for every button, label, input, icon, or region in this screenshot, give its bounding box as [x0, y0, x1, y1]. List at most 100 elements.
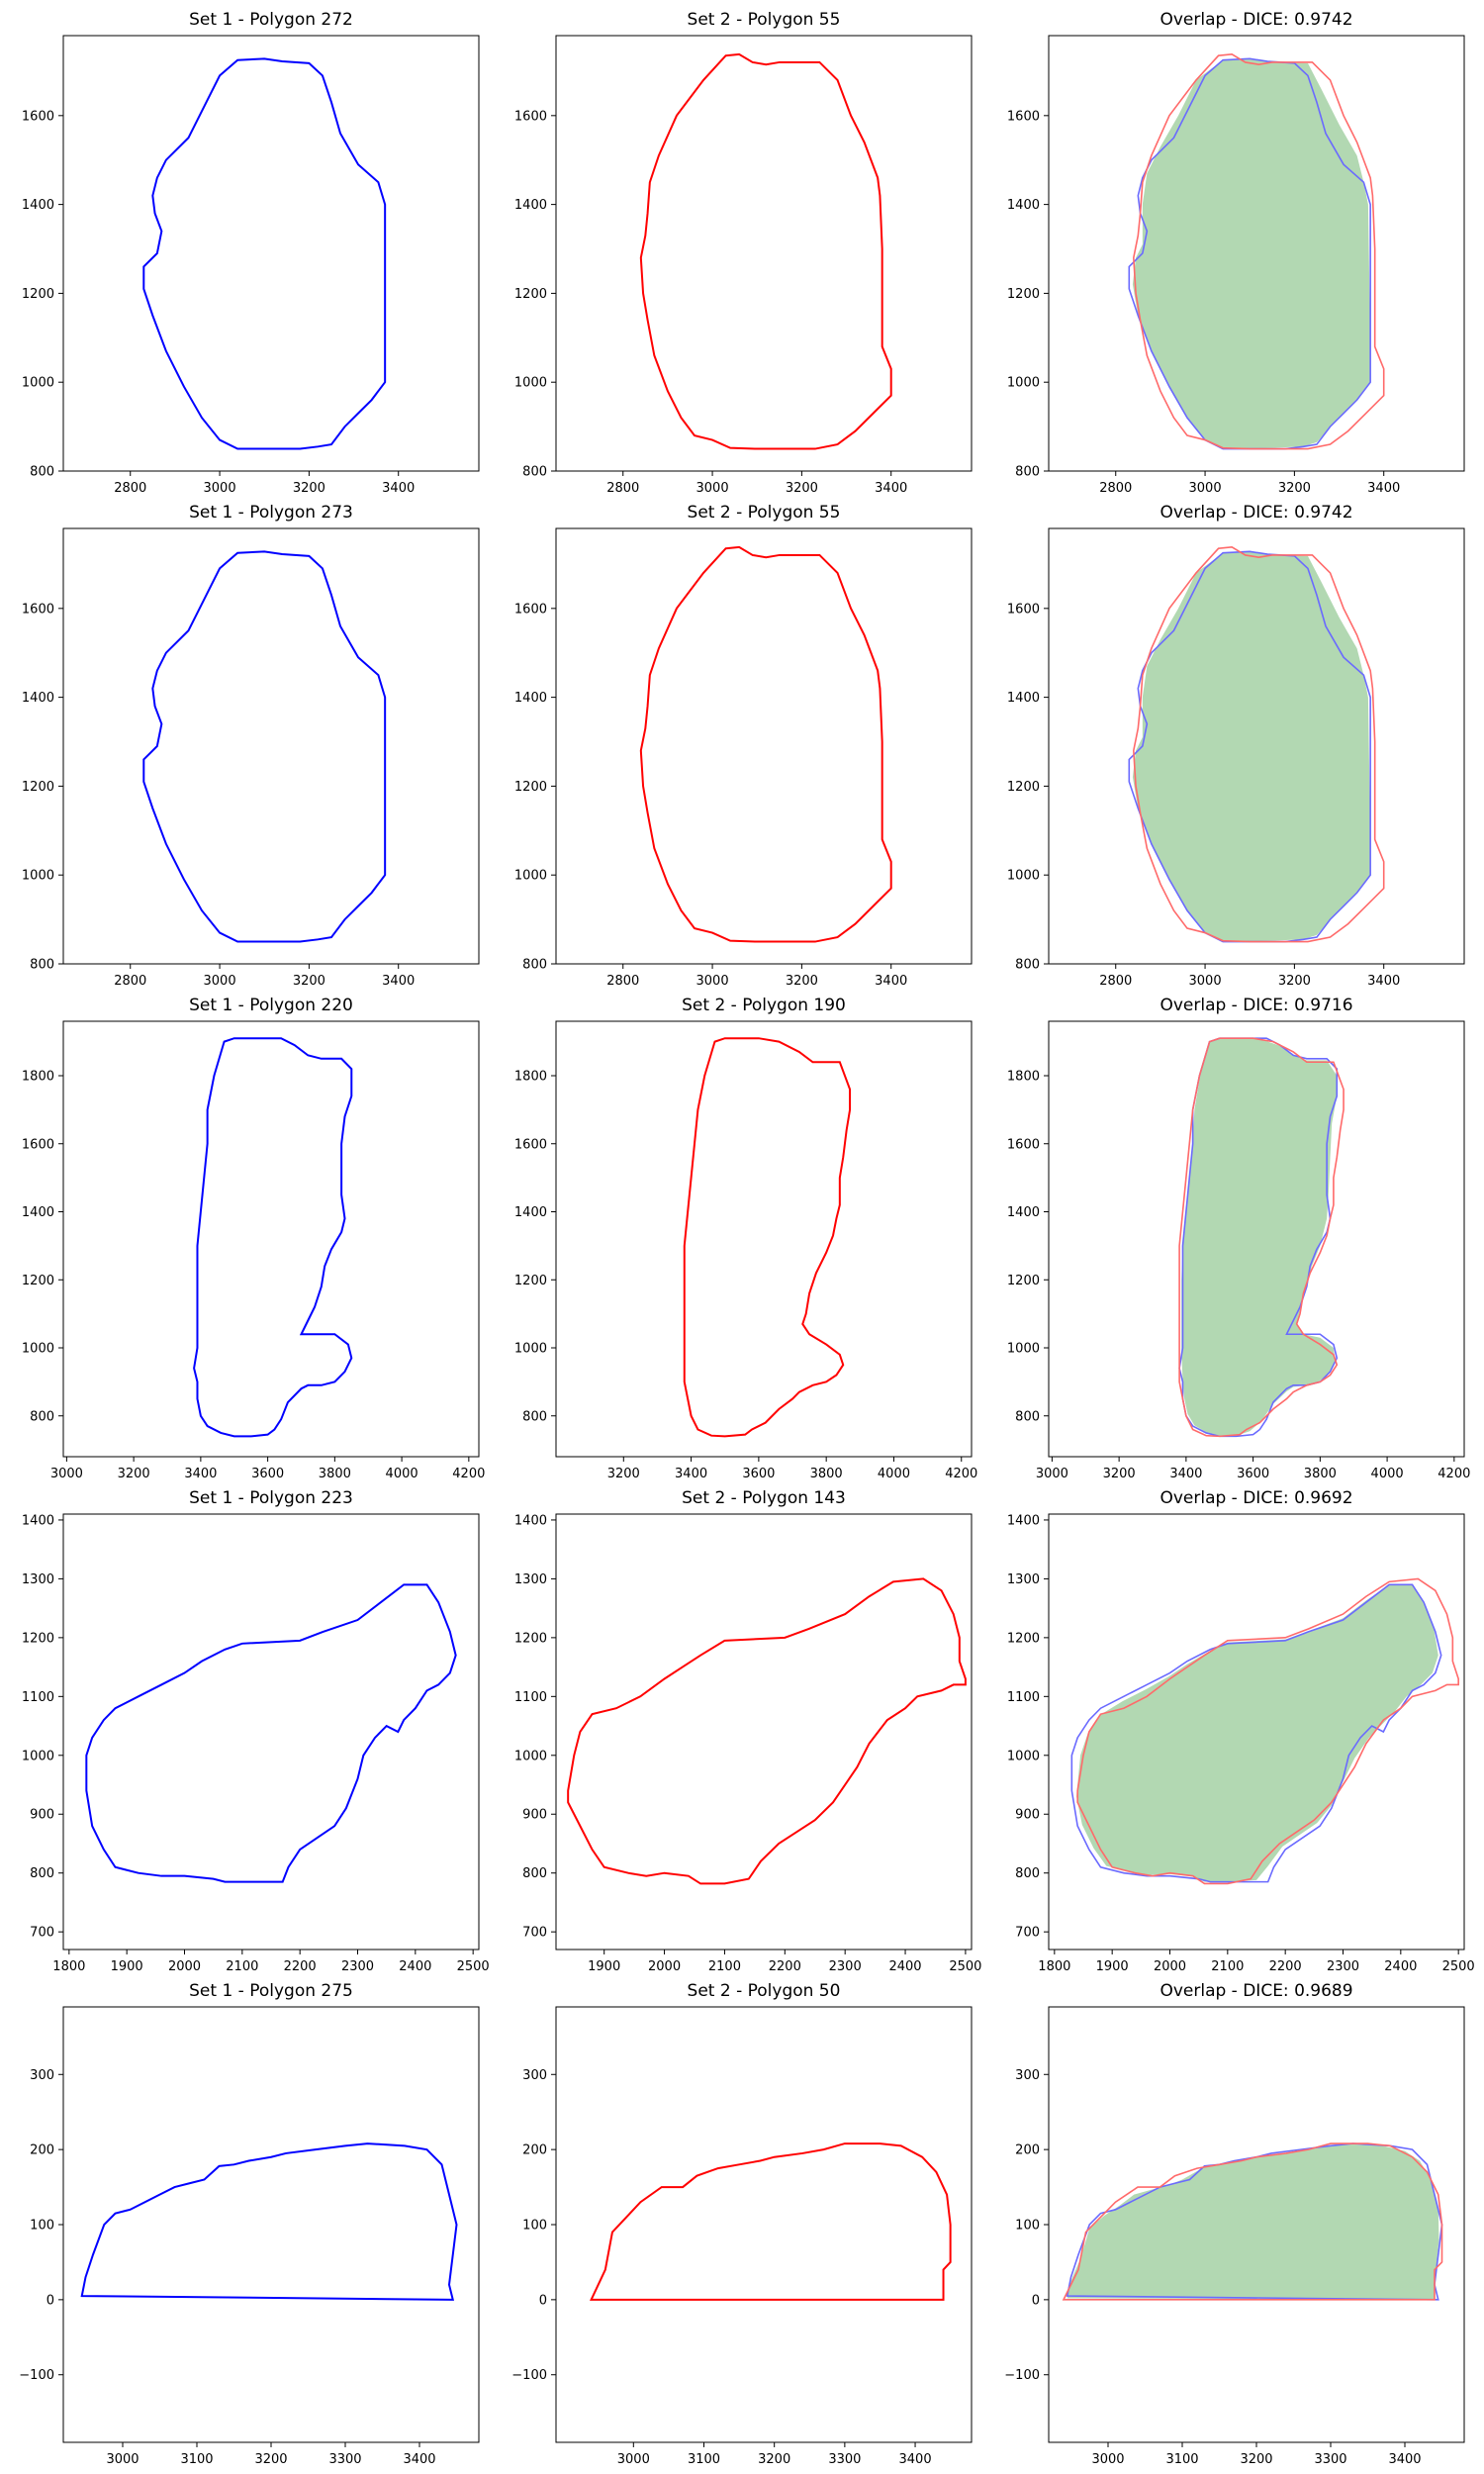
y-tick-label: 1000 [514, 1342, 547, 1357]
y-tick-label: 1600 [514, 602, 547, 617]
y-tick-label: 700 [522, 1926, 547, 1941]
x-tick-label: 3000 [50, 1467, 83, 1481]
series-set2 [1133, 53, 1385, 450]
x-tick-label: 2100 [1211, 1959, 1244, 1974]
plot-frame [62, 527, 480, 965]
y-tick-label: 0 [46, 2293, 54, 2308]
y-tick-label: 1000 [1007, 869, 1040, 884]
chart-title: Set 2 - Polygon 55 [687, 10, 841, 30]
x-tick-label: 3400 [1367, 974, 1400, 989]
y-tick-label: 200 [1015, 2143, 1040, 2158]
chart-plot: 2800 3000 3200 3400 800 1000 1200 1400 1600 [514, 35, 973, 496]
x-tick-label: 2500 [949, 1959, 981, 1974]
x-tick-label: 3200 [786, 974, 818, 989]
x-tick-label: 2800 [114, 481, 146, 496]
y-tick-label: 1200 [22, 1631, 54, 1646]
series-overlap [1132, 551, 1371, 942]
chart-plot: 2800 3000 3200 3400 800 1000 1200 1400 1600 [1007, 35, 1465, 496]
y-tick-label: −100 [1004, 2368, 1040, 2383]
y-tick-label: 700 [30, 1926, 54, 1941]
y-tick-label: 1400 [22, 1513, 54, 1528]
chart-plot: 3200 3400 3600 3800 4000 4200 800 1000 1200 1400 1… [514, 1020, 977, 1481]
x-tick-label: 3400 [382, 974, 415, 989]
y-tick-label: 800 [30, 1866, 54, 1881]
chart-plot: 3000 3200 3400 3600 3800 4000 4200 800 1000 1200 1… [22, 1020, 485, 1481]
y-tick-label: 800 [522, 465, 547, 480]
x-tick-label: 3200 [293, 974, 325, 989]
chart-plot: 2800 3000 3200 3400 800 1000 1200 1400 1600 [1007, 527, 1465, 989]
x-tick-label: 3400 [1388, 2452, 1421, 2467]
chart-plot: 2800 3000 3200 3400 800 1000 1200 1400 1600 [514, 527, 973, 989]
x-tick-label: 3400 [184, 1467, 217, 1481]
plot-frame [1048, 1513, 1465, 1951]
plot-frame [555, 527, 973, 965]
x-tick-label: 3000 [106, 2452, 139, 2467]
y-tick-label: 1300 [514, 1572, 547, 1587]
x-tick-label: 3400 [1169, 1467, 1202, 1481]
y-tick-label: 900 [30, 1808, 54, 1823]
x-tick-label: 2500 [1442, 1959, 1475, 1974]
plot-frame [62, 1020, 480, 1458]
x-tick-label: 2300 [829, 1959, 862, 1974]
plot-frame [1048, 35, 1465, 472]
y-tick-label: 1200 [22, 780, 54, 795]
x-tick-label: 2800 [114, 974, 146, 989]
y-tick-label: 1600 [1007, 602, 1040, 617]
chart-panel: Set 2 - Polygon 50 3000 3100 3200 3300 3400 −1… [511, 1981, 973, 2467]
plot-frame [1048, 1020, 1465, 1458]
x-tick-label: 3800 [1304, 1467, 1337, 1481]
x-tick-label: 3000 [204, 974, 236, 989]
series-outline [683, 1037, 852, 1438]
series-set2 [1062, 2142, 1443, 2301]
chart-panel: Set 1 - Polygon 220 3000 3200 3400 3600 3800 4… [22, 996, 485, 1481]
x-tick-label: 3200 [293, 481, 325, 496]
y-tick-label: 1600 [514, 109, 547, 124]
x-tick-label: 3600 [251, 1467, 284, 1481]
x-tick-label: 3400 [875, 481, 907, 496]
y-tick-label: 1200 [22, 287, 54, 302]
y-tick-label: 1200 [1007, 287, 1040, 302]
chart-plot: 2800 3000 3200 3400 800 1000 1200 1400 1600 [22, 35, 480, 496]
x-tick-label: 3400 [403, 2452, 435, 2467]
y-tick-label: −100 [19, 2368, 54, 2383]
x-tick-label: 3000 [1036, 1467, 1068, 1481]
x-tick-label: 3000 [696, 481, 729, 496]
y-tick-label: 800 [1015, 1409, 1040, 1424]
chart-panel: Set 1 - Polygon 272 2800 3000 3200 3400 800 10… [22, 10, 480, 496]
x-tick-label: 3300 [328, 2452, 361, 2467]
chart-title: Overlap - DICE: 0.9689 [1159, 1981, 1353, 2001]
x-tick-label: 3000 [1189, 481, 1222, 496]
chart-panel: Overlap - DICE: 0.9716 3000 3200 3400 3600 38… [1007, 996, 1470, 1481]
y-tick-label: 1200 [514, 287, 547, 302]
series-set1 [1066, 2142, 1443, 2301]
y-tick-label: 0 [539, 2293, 547, 2308]
y-tick-label: 1300 [1007, 1572, 1040, 1587]
chart-title: Set 2 - Polygon 143 [682, 1488, 846, 1508]
plot-frame [555, 35, 973, 472]
x-tick-label: 1900 [111, 1959, 143, 1974]
chart-title: Set 1 - Polygon 220 [189, 996, 353, 1015]
x-tick-label: 3600 [1237, 1467, 1269, 1481]
y-tick-label: 1600 [514, 1137, 547, 1152]
series-outline [590, 2142, 952, 2301]
y-tick-label: 1200 [1007, 1274, 1040, 1288]
chart-plot: 1900 2000 2100 2200 2300 2400 2500 700 800 900 100… [514, 1513, 982, 1974]
x-tick-label: 2500 [457, 1959, 490, 1974]
x-tick-label: 1900 [588, 1959, 620, 1974]
y-tick-label: 1400 [514, 1513, 547, 1528]
y-tick-label: 1200 [1007, 1631, 1040, 1646]
x-tick-label: 2800 [1099, 481, 1132, 496]
series-set1 [1070, 1583, 1442, 1883]
x-tick-label: 4200 [945, 1467, 977, 1481]
chart-panel: Set 2 - Polygon 55 2800 3000 3200 3400 800 100… [514, 10, 973, 496]
y-tick-label: 900 [1015, 1808, 1040, 1823]
x-tick-label: 2300 [1327, 1959, 1359, 1974]
chart-panel: Set 1 - Polygon 223 1800 1900 2000 2100 2200 2… [22, 1488, 490, 1974]
y-tick-label: 800 [522, 958, 547, 973]
plot-frame [1048, 527, 1465, 965]
y-tick-label: 1200 [1007, 780, 1040, 795]
y-tick-label: 1400 [514, 198, 547, 213]
series-overlap [1067, 2143, 1439, 2300]
x-tick-label: 2000 [1154, 1959, 1186, 1974]
